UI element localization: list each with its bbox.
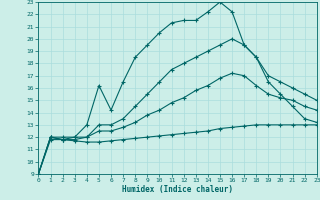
X-axis label: Humidex (Indice chaleur): Humidex (Indice chaleur) [122,185,233,194]
